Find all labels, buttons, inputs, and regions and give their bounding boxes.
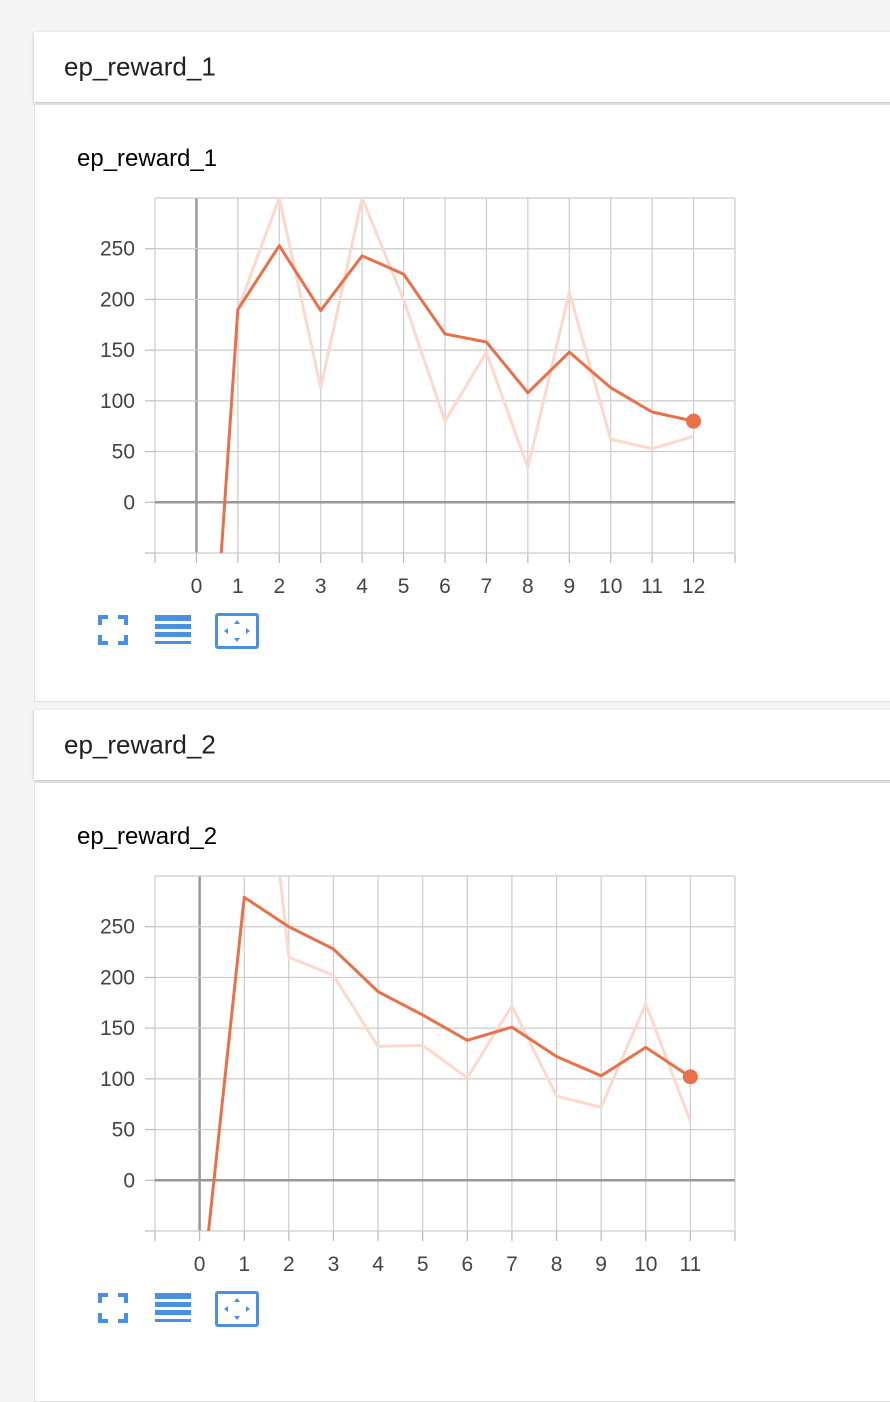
y-tick-label: 200	[100, 966, 135, 989]
x-tick-label: 12	[682, 575, 705, 598]
x-tick-label: 6	[439, 575, 451, 598]
y-tick-label: 50	[112, 1119, 135, 1142]
fit-domain-icon	[224, 1298, 250, 1320]
x-tick-label: 9	[563, 575, 575, 598]
group-title: ep_reward_1	[64, 51, 216, 82]
smoothed-series-line	[219, 244, 694, 553]
fullscreen-icon	[98, 615, 128, 645]
x-tick-label: 3	[328, 1253, 340, 1276]
chart-toolbar	[93, 613, 273, 653]
x-tick-label: 0	[191, 575, 203, 598]
x-tick-label: 5	[417, 1253, 429, 1276]
y-tick-label: 250	[100, 916, 135, 939]
line-chart[interactable]: 0 1 2 3 4 5 6 7 8 9 10 11 0 50 100 150 200 250	[35, 783, 890, 1283]
x-tick-label: 10	[634, 1253, 657, 1276]
y-tick-label: 150	[100, 1017, 135, 1040]
y-tick-label: 250	[100, 238, 135, 261]
y-tick-label: 0	[123, 491, 135, 514]
raw-series-line	[236, 198, 694, 470]
series-group	[207, 876, 692, 1231]
chart-toolbar	[93, 1291, 273, 1331]
x-tick-label: 1	[238, 1253, 250, 1276]
card-title: ep_reward_1	[77, 145, 218, 172]
x-tick-label: 3	[315, 575, 327, 598]
smoothed-series-line	[207, 895, 692, 1231]
group-header-ep-reward-2[interactable]: ep_reward_2	[34, 710, 890, 780]
y-tick-label: 100	[100, 390, 135, 413]
fullscreen-icon	[98, 1293, 128, 1323]
x-tick-label: 8	[551, 1253, 563, 1276]
group-header-ep-reward-1[interactable]: ep_reward_1	[34, 32, 890, 102]
y-tick-label: 0	[123, 1169, 135, 1192]
fullscreen-button[interactable]	[93, 613, 133, 647]
y-tick-label: 100	[100, 1068, 135, 1091]
fit-domain-icon	[224, 620, 250, 642]
x-tick-label: 1	[232, 575, 244, 598]
series-end-marker	[686, 413, 702, 429]
x-tick-label: 4	[356, 575, 368, 598]
x-tick-label: 2	[283, 1253, 295, 1276]
x-tick-label: 0	[194, 1253, 206, 1276]
fullscreen-button[interactable]	[93, 1291, 133, 1325]
data-table-button[interactable]	[153, 1291, 193, 1325]
x-tick-label: 11	[679, 1253, 701, 1276]
scalar-card-ep-reward-2: ep_reward_2 0 1 2 3 4 5 6 7 8 9 10 11 0 50 100 150 200 25…	[34, 782, 890, 1402]
data-table-button[interactable]	[153, 613, 193, 647]
x-tick-label: 7	[506, 1253, 518, 1276]
x-tick-label: 5	[398, 575, 410, 598]
raw-series-line	[278, 876, 692, 1122]
x-tick-label: 6	[461, 1253, 473, 1276]
fit-domain-button[interactable]	[215, 613, 259, 649]
card-title: ep_reward_2	[77, 823, 218, 850]
series-end-marker	[682, 1069, 698, 1085]
x-tick-label: 11	[641, 575, 663, 598]
x-tick-label: 9	[595, 1253, 607, 1276]
y-tick-label: 150	[100, 339, 135, 362]
x-tick-label: 8	[522, 575, 534, 598]
data-table-icon	[155, 615, 191, 644]
y-tick-label: 200	[100, 288, 135, 311]
fit-domain-button[interactable]	[215, 1291, 259, 1327]
scalar-card-ep-reward-1: ep_reward_1 0 1 2 3 4 5 6 7 8 9 10 11 12 0 50 100 150 200…	[34, 104, 890, 702]
x-tick-label: 2	[273, 575, 285, 598]
group-title: ep_reward_2	[64, 729, 216, 760]
series-group	[219, 198, 694, 553]
x-tick-label: 10	[599, 575, 622, 598]
x-tick-label: 7	[481, 575, 493, 598]
data-table-icon	[155, 1293, 191, 1322]
y-tick-label: 50	[112, 441, 135, 464]
x-tick-label: 4	[372, 1253, 384, 1276]
